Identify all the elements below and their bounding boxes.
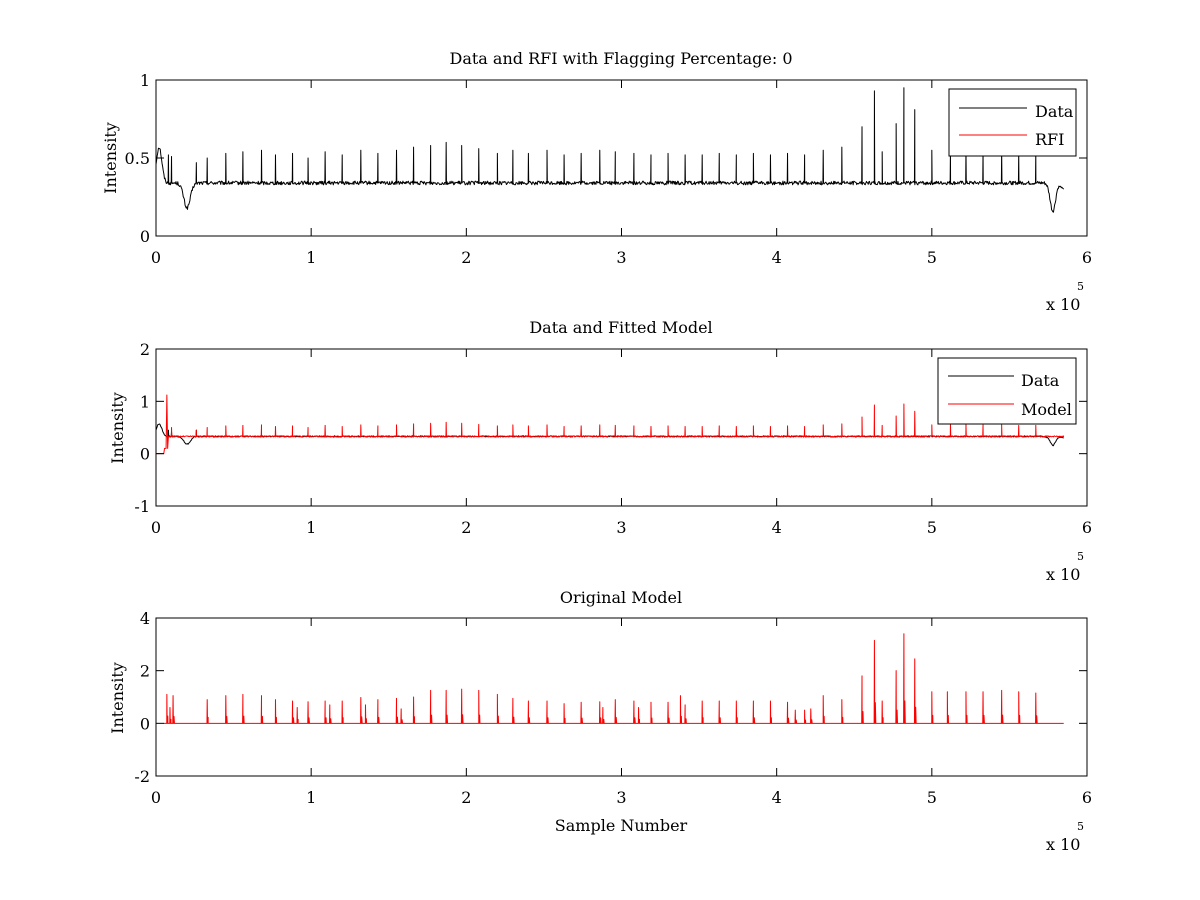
axes-box — [155, 79, 1088, 237]
x-exponent-power: 5 — [1077, 550, 1084, 563]
x-tick-label: 4 — [772, 788, 782, 807]
subplot-title: Data and RFI with Flagging Percentage: 0 — [449, 49, 792, 68]
x-tick-label: 1 — [306, 518, 316, 537]
y-axis-label: Intensity — [108, 662, 127, 734]
y-axis-label: Intensity — [101, 122, 120, 194]
x-axis-label: Sample Number — [555, 816, 688, 835]
x-exponent-power: 5 — [1077, 280, 1084, 293]
x-tick-label: 1 — [306, 788, 316, 807]
y-tick-label: 2 — [140, 340, 150, 359]
x-tick-label: 2 — [461, 248, 471, 267]
ticks-layer: 0 1 2 3 4 5 6 0 0.5 1 — [125, 71, 1093, 267]
x-tick-label: 3 — [616, 248, 626, 267]
x-exponent-power: 5 — [1077, 820, 1084, 833]
y-tick-label: 4 — [140, 609, 150, 628]
legend-label-model: Model — [1021, 400, 1072, 419]
subplot-title: Original Model — [560, 588, 682, 607]
x-exponent-label: x 10 5 — [1046, 820, 1084, 854]
x-tick-label: 0 — [151, 518, 161, 537]
series-line-model — [163, 633, 1064, 724]
legend: Data RFI — [948, 88, 1077, 157]
series-layer — [155, 87, 1065, 213]
series-line-model — [156, 394, 1065, 455]
x-tick-label: 6 — [1082, 248, 1092, 267]
x-tick-label: 3 — [616, 788, 626, 807]
x-tick-label: 4 — [772, 518, 782, 537]
series-layer — [155, 394, 1065, 455]
x-tick-label: 5 — [927, 248, 937, 267]
y-tick-label: 0 — [140, 445, 150, 464]
x-tick-label: 5 — [927, 788, 937, 807]
legend-box — [937, 357, 1077, 425]
x-exponent-base: x 10 — [1046, 565, 1080, 584]
x-exponent-base: x 10 — [1046, 835, 1080, 854]
y-tick-label: -2 — [134, 767, 150, 786]
legend-label-data: Data — [1021, 371, 1060, 390]
legend-label-rfi: RFI — [1035, 130, 1064, 149]
x-tick-label: 4 — [772, 248, 782, 267]
x-tick-label: 6 — [1082, 788, 1092, 807]
y-tick-label: 1 — [140, 392, 150, 411]
y-tick-label: 2 — [140, 662, 150, 681]
x-tick-label: 6 — [1082, 518, 1092, 537]
y-tick-label: 1 — [140, 71, 150, 90]
y-tick-label: -1 — [134, 497, 150, 516]
series-line-data — [155, 87, 1065, 213]
subplot-data-rfi: Data and RFI with Flagging Percentage: 0… — [101, 49, 1092, 314]
y-tick-label: 0 — [140, 227, 150, 246]
x-exponent-label: x 10 5 — [1046, 550, 1084, 584]
x-tick-label: 3 — [616, 518, 626, 537]
x-exponent-base: x 10 — [1046, 295, 1080, 314]
subplot-title: Data and Fitted Model — [529, 318, 712, 337]
legend: Data Model — [937, 357, 1077, 425]
x-exponent-label: x 10 5 — [1046, 280, 1084, 314]
x-tick-label: 1 — [306, 248, 316, 267]
x-tick-label: 0 — [151, 788, 161, 807]
x-tick-label: 5 — [927, 518, 937, 537]
y-tick-label: 0.5 — [125, 149, 150, 168]
legend-label-data: Data — [1035, 102, 1074, 121]
x-tick-label: 2 — [461, 518, 471, 537]
x-tick-label: 0 — [151, 248, 161, 267]
series-layer — [163, 633, 1064, 724]
y-tick-label: 0 — [140, 714, 150, 733]
legend-box — [948, 88, 1077, 157]
y-axis-label: Intensity — [108, 392, 127, 464]
x-tick-label: 2 — [461, 788, 471, 807]
